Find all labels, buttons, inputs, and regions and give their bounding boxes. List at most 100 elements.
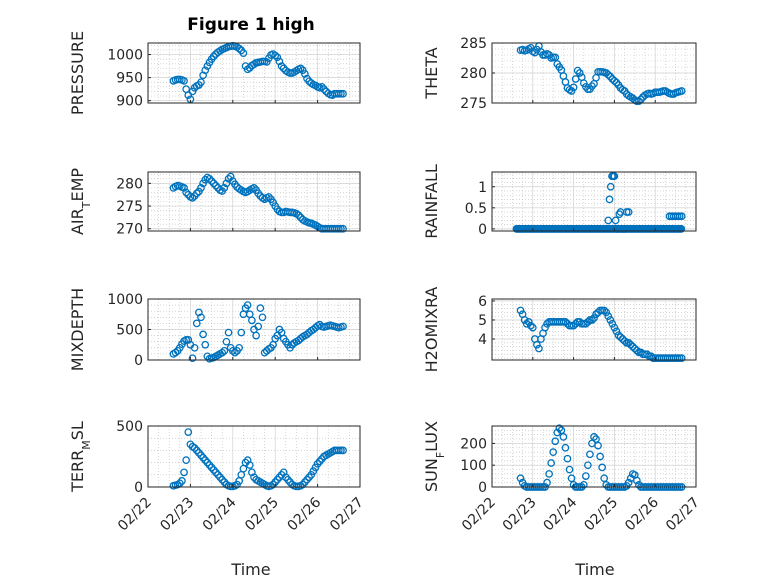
data-point — [339, 322, 347, 331]
x-tick-label: 02/22 — [115, 495, 155, 535]
x-axis-label-left: Time — [230, 560, 270, 579]
data-point — [192, 319, 201, 328]
data-point — [632, 476, 641, 485]
y-axis-label-part: AIR — [68, 208, 87, 235]
data-point — [551, 437, 560, 446]
y-axis-label-part: SUN — [422, 458, 441, 492]
y-axis-label-part: RAINFALL — [422, 164, 441, 239]
data-point — [604, 216, 613, 225]
data-point — [516, 474, 525, 483]
y-tick-label: 0 — [134, 353, 143, 369]
data-point — [271, 51, 280, 60]
data-point — [561, 443, 570, 452]
data-point — [584, 318, 592, 326]
x-tick-label: 02/24 — [200, 494, 240, 534]
x-tick-label: 02/22 — [459, 495, 499, 535]
data-point — [555, 424, 564, 433]
x-axis-label-right: Time — [574, 560, 614, 579]
y-tick-label: 270 — [116, 222, 143, 238]
data-point — [632, 346, 641, 355]
data-point — [590, 433, 598, 441]
data-point — [211, 181, 220, 190]
y-tick-label: 1 — [478, 180, 487, 196]
y-tick-label: 1000 — [107, 48, 143, 64]
data-point — [258, 313, 267, 322]
data-point — [197, 184, 205, 192]
data-point — [235, 343, 244, 352]
data-point — [604, 70, 613, 79]
data-point — [207, 177, 216, 185]
x-tick-label: 02/27 — [327, 495, 367, 535]
data-point — [549, 448, 558, 456]
data-point — [592, 435, 600, 443]
data-point — [190, 343, 199, 352]
y-tick-label: 285 — [460, 36, 487, 52]
data-point — [275, 57, 284, 66]
data-point — [604, 312, 613, 321]
data-point — [294, 211, 303, 219]
data-point — [220, 184, 229, 192]
data-point — [602, 308, 611, 317]
data-point — [188, 194, 197, 202]
data-point — [182, 188, 191, 197]
subplot-5: 0 500 1000 MIXDEPTH — [68, 288, 361, 371]
data-point — [197, 313, 205, 322]
data-point — [610, 323, 619, 332]
y-axis-label: H2OMIXRA — [422, 287, 441, 373]
data-point — [317, 82, 326, 91]
data-point — [553, 428, 562, 437]
data-point — [180, 468, 188, 477]
data-point — [610, 76, 619, 85]
data-point — [610, 172, 619, 181]
data-point — [581, 319, 590, 328]
subplot-4: 0 0.5 1 RAINFALL — [422, 164, 697, 239]
y-tick-label: 6 — [478, 294, 487, 310]
data-point — [606, 182, 615, 191]
y-tick-label: 500 — [116, 323, 143, 339]
data-point — [192, 189, 201, 198]
y-tick-label: 200 — [460, 436, 487, 452]
data-point — [226, 172, 235, 181]
x-tick-label: 02/25 — [581, 495, 621, 535]
data-point — [339, 446, 347, 455]
data-point — [598, 463, 607, 472]
y-axis-label: PRESSURE — [68, 31, 87, 115]
y-axis-label: AIRTEMP — [68, 168, 93, 235]
data-point — [231, 348, 239, 357]
data-point — [611, 216, 620, 225]
data-point — [524, 318, 533, 326]
data-point — [248, 316, 256, 325]
data-point — [209, 52, 218, 61]
subplot-3: 270 275 280 AIRTEMP — [68, 168, 361, 238]
data-point — [677, 354, 686, 362]
data-point — [222, 179, 231, 188]
data-point — [526, 321, 535, 330]
data-point — [252, 331, 260, 340]
data-point — [197, 78, 205, 87]
data-point — [621, 225, 630, 233]
y-tick-label: 900 — [116, 94, 143, 110]
x-tick-label: 02/23 — [157, 495, 197, 535]
data-point — [624, 478, 633, 487]
y-tick-label: 280 — [116, 176, 143, 192]
data-point — [339, 89, 347, 98]
data-point — [520, 316, 529, 324]
data-point — [677, 87, 686, 95]
data-point — [569, 321, 578, 330]
y-axis-label-part: H2OMIXRA — [422, 287, 441, 373]
data-point — [608, 319, 617, 328]
data-point — [605, 195, 614, 204]
data-point — [600, 306, 609, 315]
data-point — [543, 478, 551, 487]
data-point — [614, 331, 623, 340]
data-point — [171, 348, 180, 357]
data-point — [516, 306, 525, 315]
data-point — [522, 319, 531, 328]
data-point — [592, 310, 600, 319]
data-point — [677, 212, 686, 221]
data-point — [224, 174, 233, 183]
subplot-2: 275 280 285 THETA — [422, 36, 697, 112]
subplot-1: 900 950 1000 PRESSURE — [68, 31, 361, 115]
data-point — [586, 450, 594, 459]
